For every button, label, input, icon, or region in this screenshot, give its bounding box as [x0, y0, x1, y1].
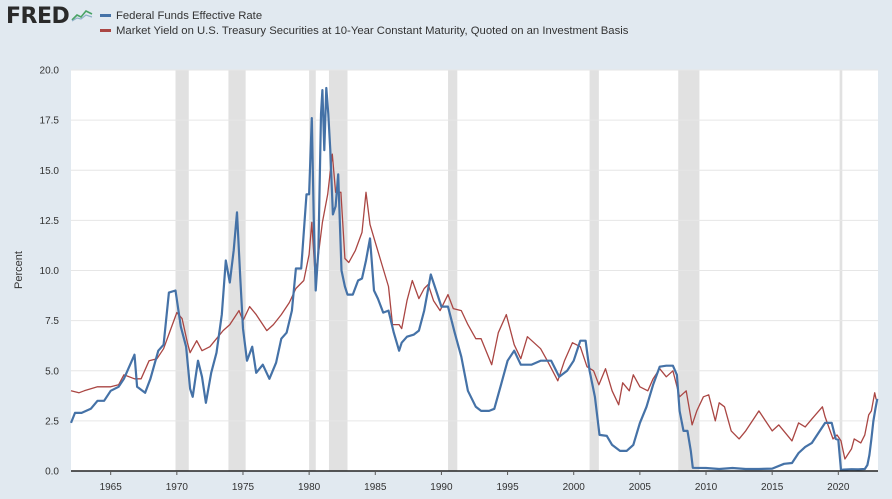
fred-line-icon — [71, 8, 94, 22]
x-axis-ticks: 1965 1970 1975 1980 1985 1990 1995 2000 2005 2010… — [100, 471, 850, 493]
legend-swatch-treasury-10y — [100, 29, 111, 32]
y-axis-ticks: 0.0 2.5 5.0 7.5 10.0 12.5 15.0 17.5 20.0 — [40, 66, 60, 478]
series-line-fed-funds[interactable] — [69, 86, 879, 472]
y-tick-label: 12.5 — [40, 216, 60, 227]
y-tick-label: 17.5 — [40, 116, 60, 127]
x-tick-label: 1970 — [166, 482, 189, 493]
x-tick-label: 2010 — [695, 482, 718, 493]
fred-logo[interactable]: FRED — [6, 4, 94, 29]
y-tick-label: 2.5 — [45, 416, 59, 427]
y-tick-label: 0.0 — [45, 467, 59, 478]
series-line-treasury-10y[interactable] — [70, 153, 878, 460]
y-tick-label: 7.5 — [45, 316, 59, 327]
fred-logo-text: FRED — [6, 4, 70, 29]
chart-header: FRED Federal Funds Effective Rate Market… — [0, 0, 892, 44]
y-tick-label: 20.0 — [40, 66, 60, 77]
x-tick-label: 2005 — [629, 482, 652, 493]
y-tick-label: 15.0 — [40, 166, 60, 177]
x-tick-label: 1975 — [232, 482, 255, 493]
x-tick-label: 1990 — [430, 482, 453, 493]
x-tick-label: 2015 — [761, 482, 784, 493]
x-tick-label: 1965 — [100, 482, 123, 493]
series-lines — [69, 86, 879, 472]
y-tick-label: 10.0 — [40, 266, 60, 277]
y-axis-title: Percent — [13, 251, 25, 289]
line-chart[interactable]: 0.0 2.5 5.0 7.5 10.0 12.5 15.0 17.5 20.0 1965 197… — [0, 44, 892, 499]
legend-swatch-fed-funds — [100, 14, 111, 17]
x-tick-label: 1995 — [496, 482, 519, 493]
legend-item-treasury-10y[interactable]: Market Yield on U.S. Treasury Securities… — [100, 23, 628, 38]
x-tick-label: 2020 — [827, 482, 850, 493]
legend-label-fed-funds: Federal Funds Effective Rate — [116, 9, 263, 22]
x-tick-label: 2000 — [563, 482, 586, 493]
gridlines — [71, 69, 878, 422]
legend-label-treasury-10y: Market Yield on U.S. Treasury Securities… — [116, 24, 629, 37]
x-tick-label: 1985 — [364, 482, 387, 493]
y-tick-label: 5.0 — [45, 366, 59, 377]
chart-legend: Federal Funds Effective Rate Market Yiel… — [100, 8, 628, 38]
legend-item-fed-funds[interactable]: Federal Funds Effective Rate — [100, 8, 628, 23]
x-tick-label: 1980 — [298, 482, 321, 493]
